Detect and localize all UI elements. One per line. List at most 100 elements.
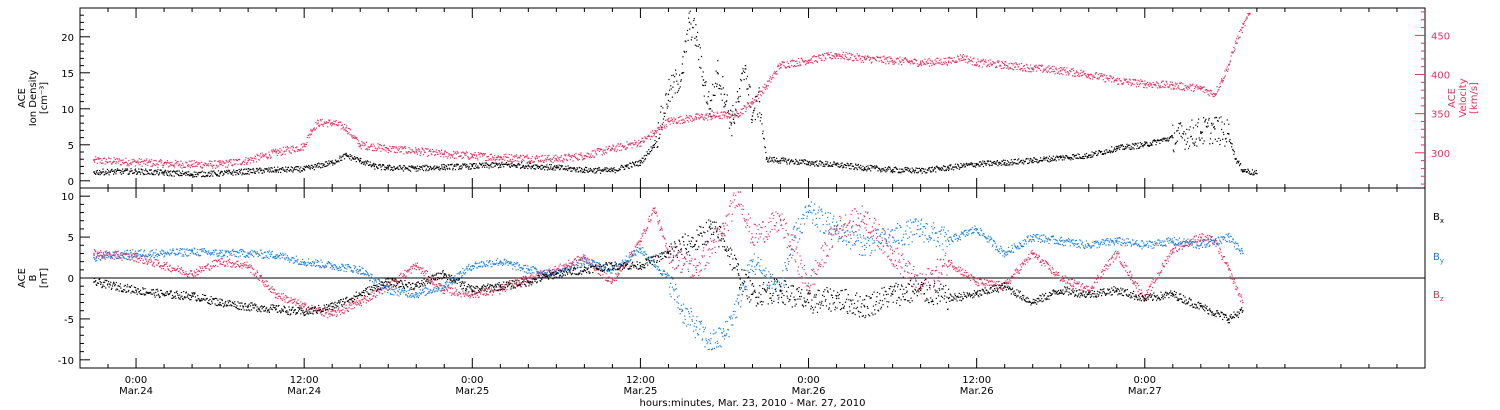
bz-series-point — [219, 260, 221, 263]
density-series-point — [758, 100, 761, 103]
bz-series-point — [947, 260, 950, 263]
bottom-ylabel-line: B — [28, 274, 39, 281]
bottom-ylabel-line: ACE — [17, 268, 28, 288]
velocity-series-point — [317, 122, 319, 124]
y-left-tick-label: 15 — [61, 69, 74, 80]
density-series-point — [835, 164, 838, 166]
top-left-ylabel-line: Ion Density — [28, 70, 39, 127]
bx-series-point — [779, 289, 782, 291]
y-right-tick-label: 350 — [1431, 110, 1450, 121]
velocity-series-point — [807, 59, 810, 62]
bx-series-point — [919, 289, 922, 291]
density-series-point — [681, 72, 684, 74]
bx-series-point — [947, 297, 950, 300]
bx-series-point — [667, 252, 670, 255]
by-series-point — [499, 260, 502, 263]
density-series — [93, 10, 1258, 178]
x-tick-date-label: Mar.27 — [1128, 386, 1162, 397]
velocity-series-point — [555, 158, 558, 160]
x-tick-time-label: 12:00 — [290, 375, 319, 386]
velocity-series-point — [583, 155, 586, 157]
x-tick-date-label: Mar.24 — [287, 386, 321, 397]
bx-series-point — [863, 305, 866, 308]
bz-series-point — [191, 273, 193, 275]
density-series-point — [1116, 147, 1118, 150]
y-right-tick-label: 400 — [1431, 71, 1450, 82]
bz-series-point — [163, 265, 165, 267]
density-series-point — [345, 154, 347, 157]
y-right-tick-label: 450 — [1431, 31, 1450, 42]
bz-series-point — [891, 252, 894, 255]
bx-series-point — [737, 273, 740, 275]
bx-series-point — [1228, 318, 1230, 320]
y-left-tick-label: 10 — [61, 105, 74, 116]
x-tick-date-label: Mar.24 — [119, 386, 153, 397]
by-series-point — [919, 228, 922, 230]
density-series-point — [1256, 172, 1258, 175]
top-right-ylabel-line: [km/s] — [1469, 82, 1480, 114]
bz-series-point — [471, 293, 473, 296]
bz-series-point — [863, 215, 866, 218]
bz-series-point — [807, 285, 810, 287]
bx-series — [93, 219, 1244, 324]
bx-series-point — [891, 293, 894, 296]
bz-series-point — [415, 265, 417, 267]
bx-series-point — [1116, 289, 1118, 291]
bx-series-point — [583, 269, 586, 271]
bz-series-point — [359, 301, 361, 304]
bx-series-point — [975, 293, 978, 296]
density-series-point — [163, 172, 165, 174]
velocity-series-point — [695, 116, 698, 119]
by-series-point — [695, 326, 698, 328]
velocity-series-point — [779, 64, 782, 66]
by-series-point — [723, 334, 726, 336]
velocity-series-point — [1249, 12, 1251, 15]
velocity-series-point — [310, 130, 312, 132]
by-series-point — [303, 260, 305, 263]
bx-series-point — [499, 285, 502, 287]
y-bottom-tick-label: -5 — [64, 315, 74, 326]
velocity-series-point — [835, 54, 838, 56]
density-series-point — [1242, 169, 1244, 171]
bottom-ylabel: ACE B [nT] — [17, 268, 50, 288]
velocity-series-point — [191, 163, 193, 166]
legend-entry-y: By — [1433, 252, 1444, 265]
bz-series-point — [975, 281, 978, 283]
bz-series-point — [1172, 248, 1174, 251]
bx-series-point — [191, 295, 193, 297]
x-tick-date-label: Mar.26 — [792, 386, 826, 397]
by-series-point — [751, 260, 754, 263]
x-tick-date-label: Mar.25 — [623, 386, 657, 397]
bx-series-point — [387, 281, 389, 283]
velocity-series-point — [1242, 26, 1244, 29]
velocity-series-point — [499, 156, 502, 159]
density-series-point — [443, 166, 445, 168]
y-left-tick-label: 5 — [68, 141, 74, 152]
bx-series-point — [723, 240, 726, 242]
by-series — [93, 201, 1244, 351]
velocity-series-point — [275, 152, 277, 154]
by-series-point — [1003, 252, 1006, 255]
bz-series-point — [751, 236, 754, 238]
bx-series-point — [471, 289, 473, 291]
by-series-point — [737, 301, 740, 304]
bx-series-point — [303, 311, 305, 314]
by-series-point — [471, 265, 473, 267]
velocity-series-point — [1003, 64, 1006, 66]
by-series-point — [1242, 252, 1244, 255]
density-series-point — [639, 162, 642, 164]
y-bottom-tick-label: 10 — [61, 192, 74, 203]
by-series-point — [835, 228, 838, 230]
x-tick-time-label: 12:00 — [626, 375, 655, 386]
density-series-point — [709, 108, 712, 110]
velocity-series-point — [751, 101, 754, 103]
by-series-point — [359, 269, 361, 271]
velocity-series-point — [961, 56, 964, 59]
by-series-point — [191, 251, 193, 253]
bx-series-point — [1200, 305, 1202, 308]
density-series-point — [387, 167, 389, 169]
bz-series-point — [1200, 236, 1202, 238]
bx-series-point — [1144, 297, 1146, 300]
velocity-series-point — [1200, 87, 1202, 90]
